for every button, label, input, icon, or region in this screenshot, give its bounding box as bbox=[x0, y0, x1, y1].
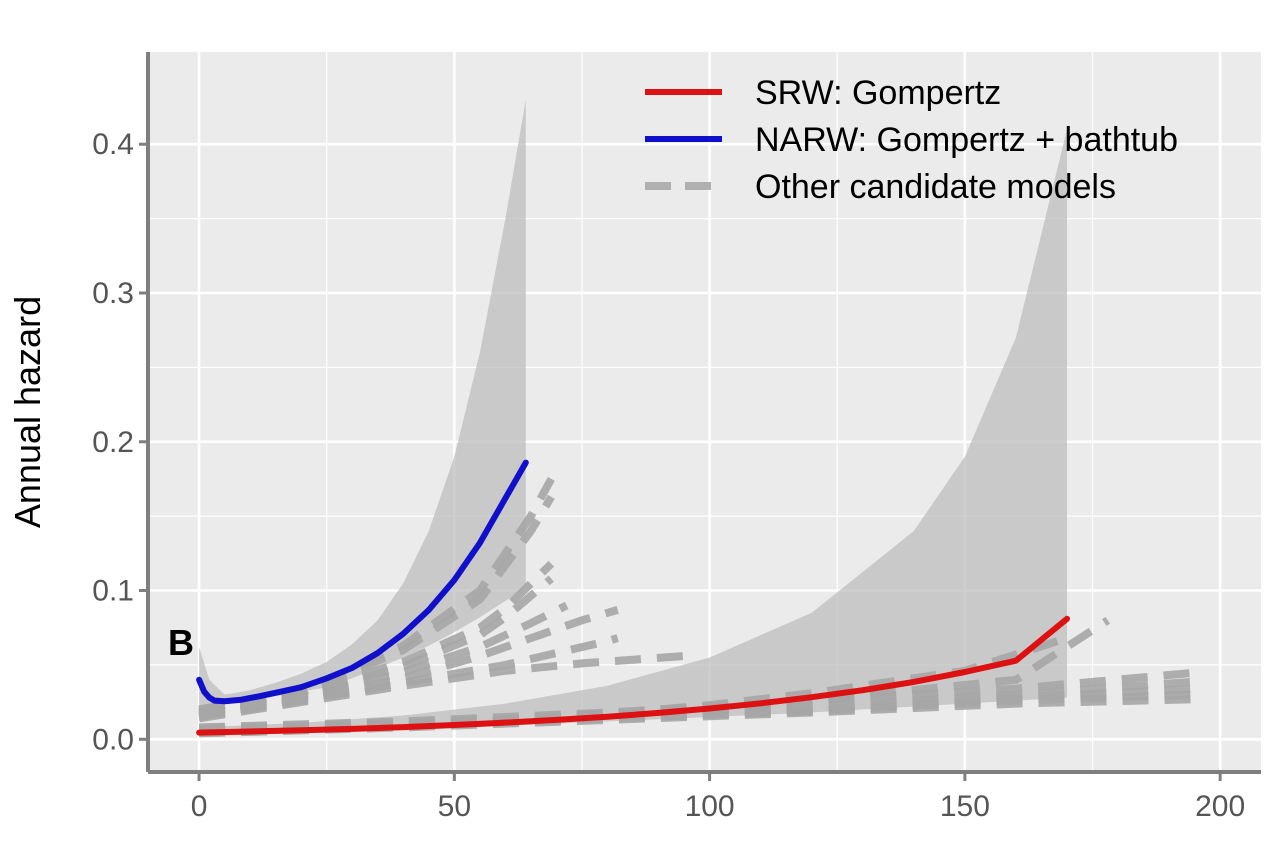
x-tick-label: 50 bbox=[438, 790, 471, 823]
confidence-ribbons bbox=[199, 99, 1068, 737]
legend-label: Other candidate models bbox=[755, 168, 1116, 206]
x-tick-label: 200 bbox=[1195, 790, 1245, 823]
y-tick-label: 0.0 bbox=[92, 723, 134, 756]
y-tick-label: 0.2 bbox=[92, 426, 134, 459]
other-model-line bbox=[198, 652, 685, 723]
x-tick-label: 0 bbox=[191, 790, 208, 823]
series-line bbox=[196, 615, 1070, 736]
minor-gridlines bbox=[148, 52, 1261, 772]
y-axis-title: Annual hazard bbox=[7, 296, 48, 528]
axes bbox=[146, 52, 1261, 774]
fitted-model-lines bbox=[196, 459, 1070, 736]
legend-label: NARW: Gompertz + bathtub bbox=[755, 121, 1178, 159]
confidence-ribbon bbox=[199, 99, 526, 722]
y-tick-label: 0.3 bbox=[92, 277, 134, 310]
y-axis-ticks: 0.0 0.1 0.2 0.3 0.4 bbox=[92, 128, 148, 756]
y-tick-label: 0.1 bbox=[92, 575, 134, 608]
confidence-ribbon bbox=[199, 129, 1068, 737]
y-tick-label: 0.4 bbox=[92, 128, 134, 161]
panel-label: B bbox=[168, 622, 194, 663]
x-tick-label: 150 bbox=[940, 790, 990, 823]
plot-panel bbox=[148, 52, 1261, 772]
x-axis-ticks: 0 50 100 150 200 bbox=[191, 772, 1245, 823]
series-line bbox=[196, 459, 529, 705]
legend: SRW: Gompertz NARW: Gompertz + bathtub Oth… bbox=[645, 74, 1178, 206]
legend-label: SRW: Gompertz bbox=[755, 74, 1001, 112]
x-tick-label: 100 bbox=[685, 790, 735, 823]
